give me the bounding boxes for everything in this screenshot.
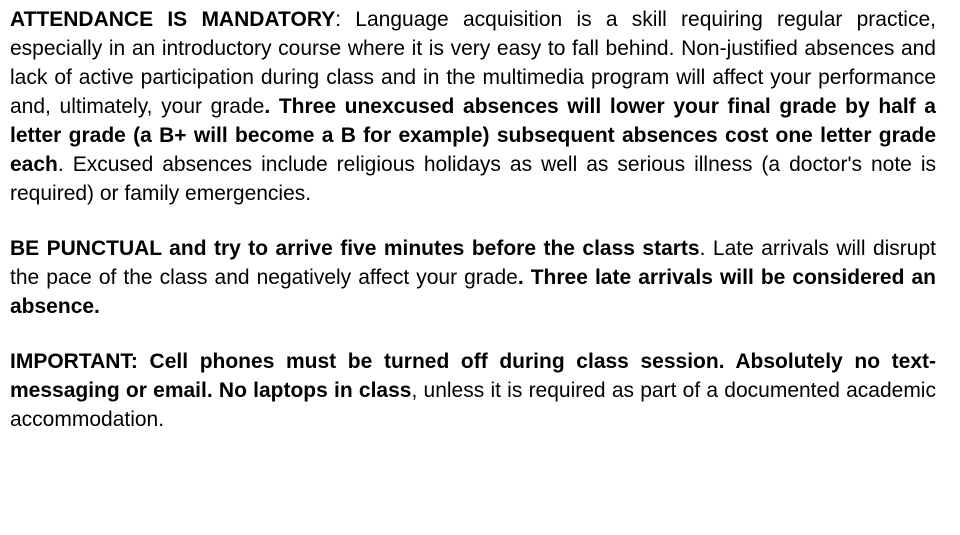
paragraph-important: IMPORTANT: Cell phones must be turned of… (10, 348, 936, 435)
attendance-heading: ATTENDANCE IS MANDATORY (10, 8, 335, 31)
important-sentence-2a-bold: . No laptops in class (207, 379, 412, 402)
paragraph-punctual: BE PUNCTUAL and try to arrive five minut… (10, 235, 936, 322)
attendance-sentence-4: . Excused absences include religious hol… (10, 153, 936, 205)
paragraph-attendance: ATTENDANCE IS MANDATORY: Language acquis… (10, 6, 936, 209)
important-sentence-1-bold: IMPORTANT: Cell phones must be turned of… (10, 350, 719, 373)
document-page: ATTENDANCE IS MANDATORY: Language acquis… (0, 0, 960, 441)
punctual-sentence-1-bold: BE PUNCTUAL and try to arrive five minut… (10, 237, 700, 260)
